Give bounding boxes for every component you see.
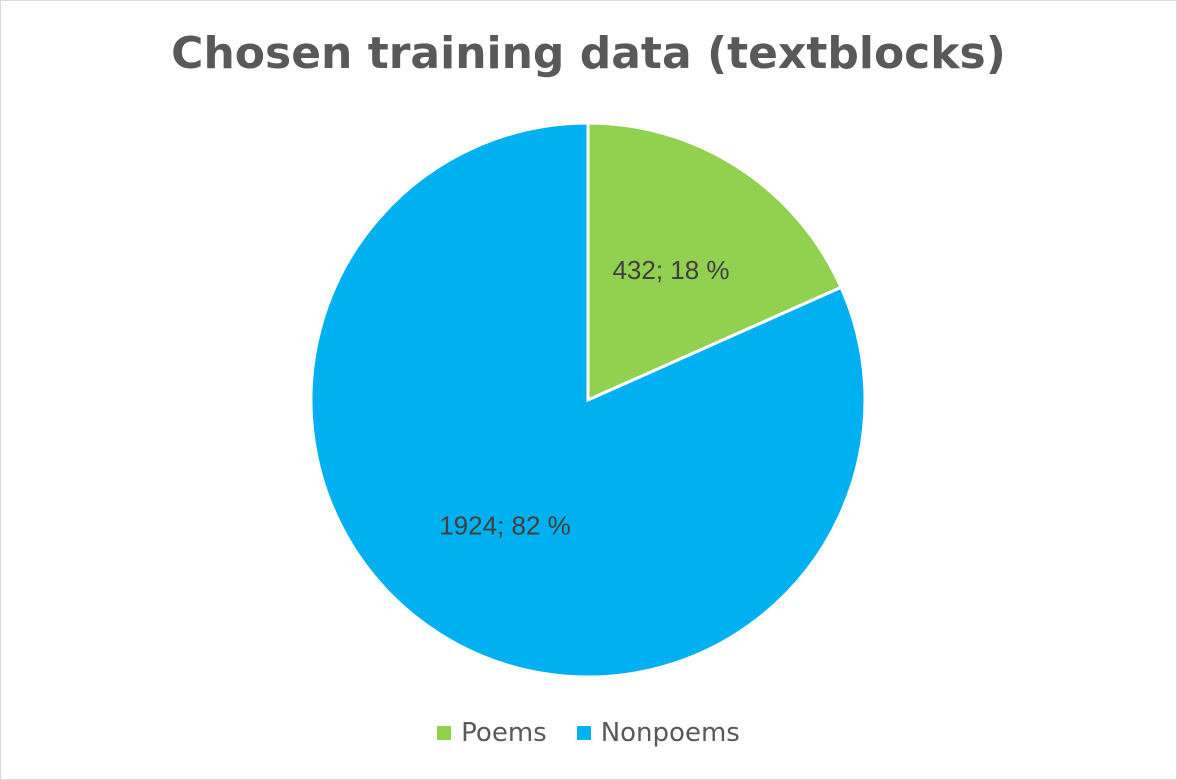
legend-swatch-nonpoems [576,726,591,740]
data-label-poems: 432; 18 % [612,255,729,285]
legend-item-poems: Poems [437,718,547,748]
legend-swatch-poems [437,726,452,740]
pie-data-labels: 432; 18 % 1924; 82 % [439,255,729,541]
legend-label-poems: Poems [461,718,547,748]
pie-slice-poems [586,121,844,403]
chart-title: Chosen training data (textblocks) [171,28,1006,79]
pie-slice-nonpoems [309,121,867,679]
legend-label-nonpoems: Nonpoems [600,718,740,748]
chart-legend: Poems Nonpoems [0,718,1177,748]
data-label-nonpoems: 1924; 82 % [439,511,571,541]
legend-item-nonpoems: Nonpoems [576,718,740,748]
pie-slices [309,121,867,679]
